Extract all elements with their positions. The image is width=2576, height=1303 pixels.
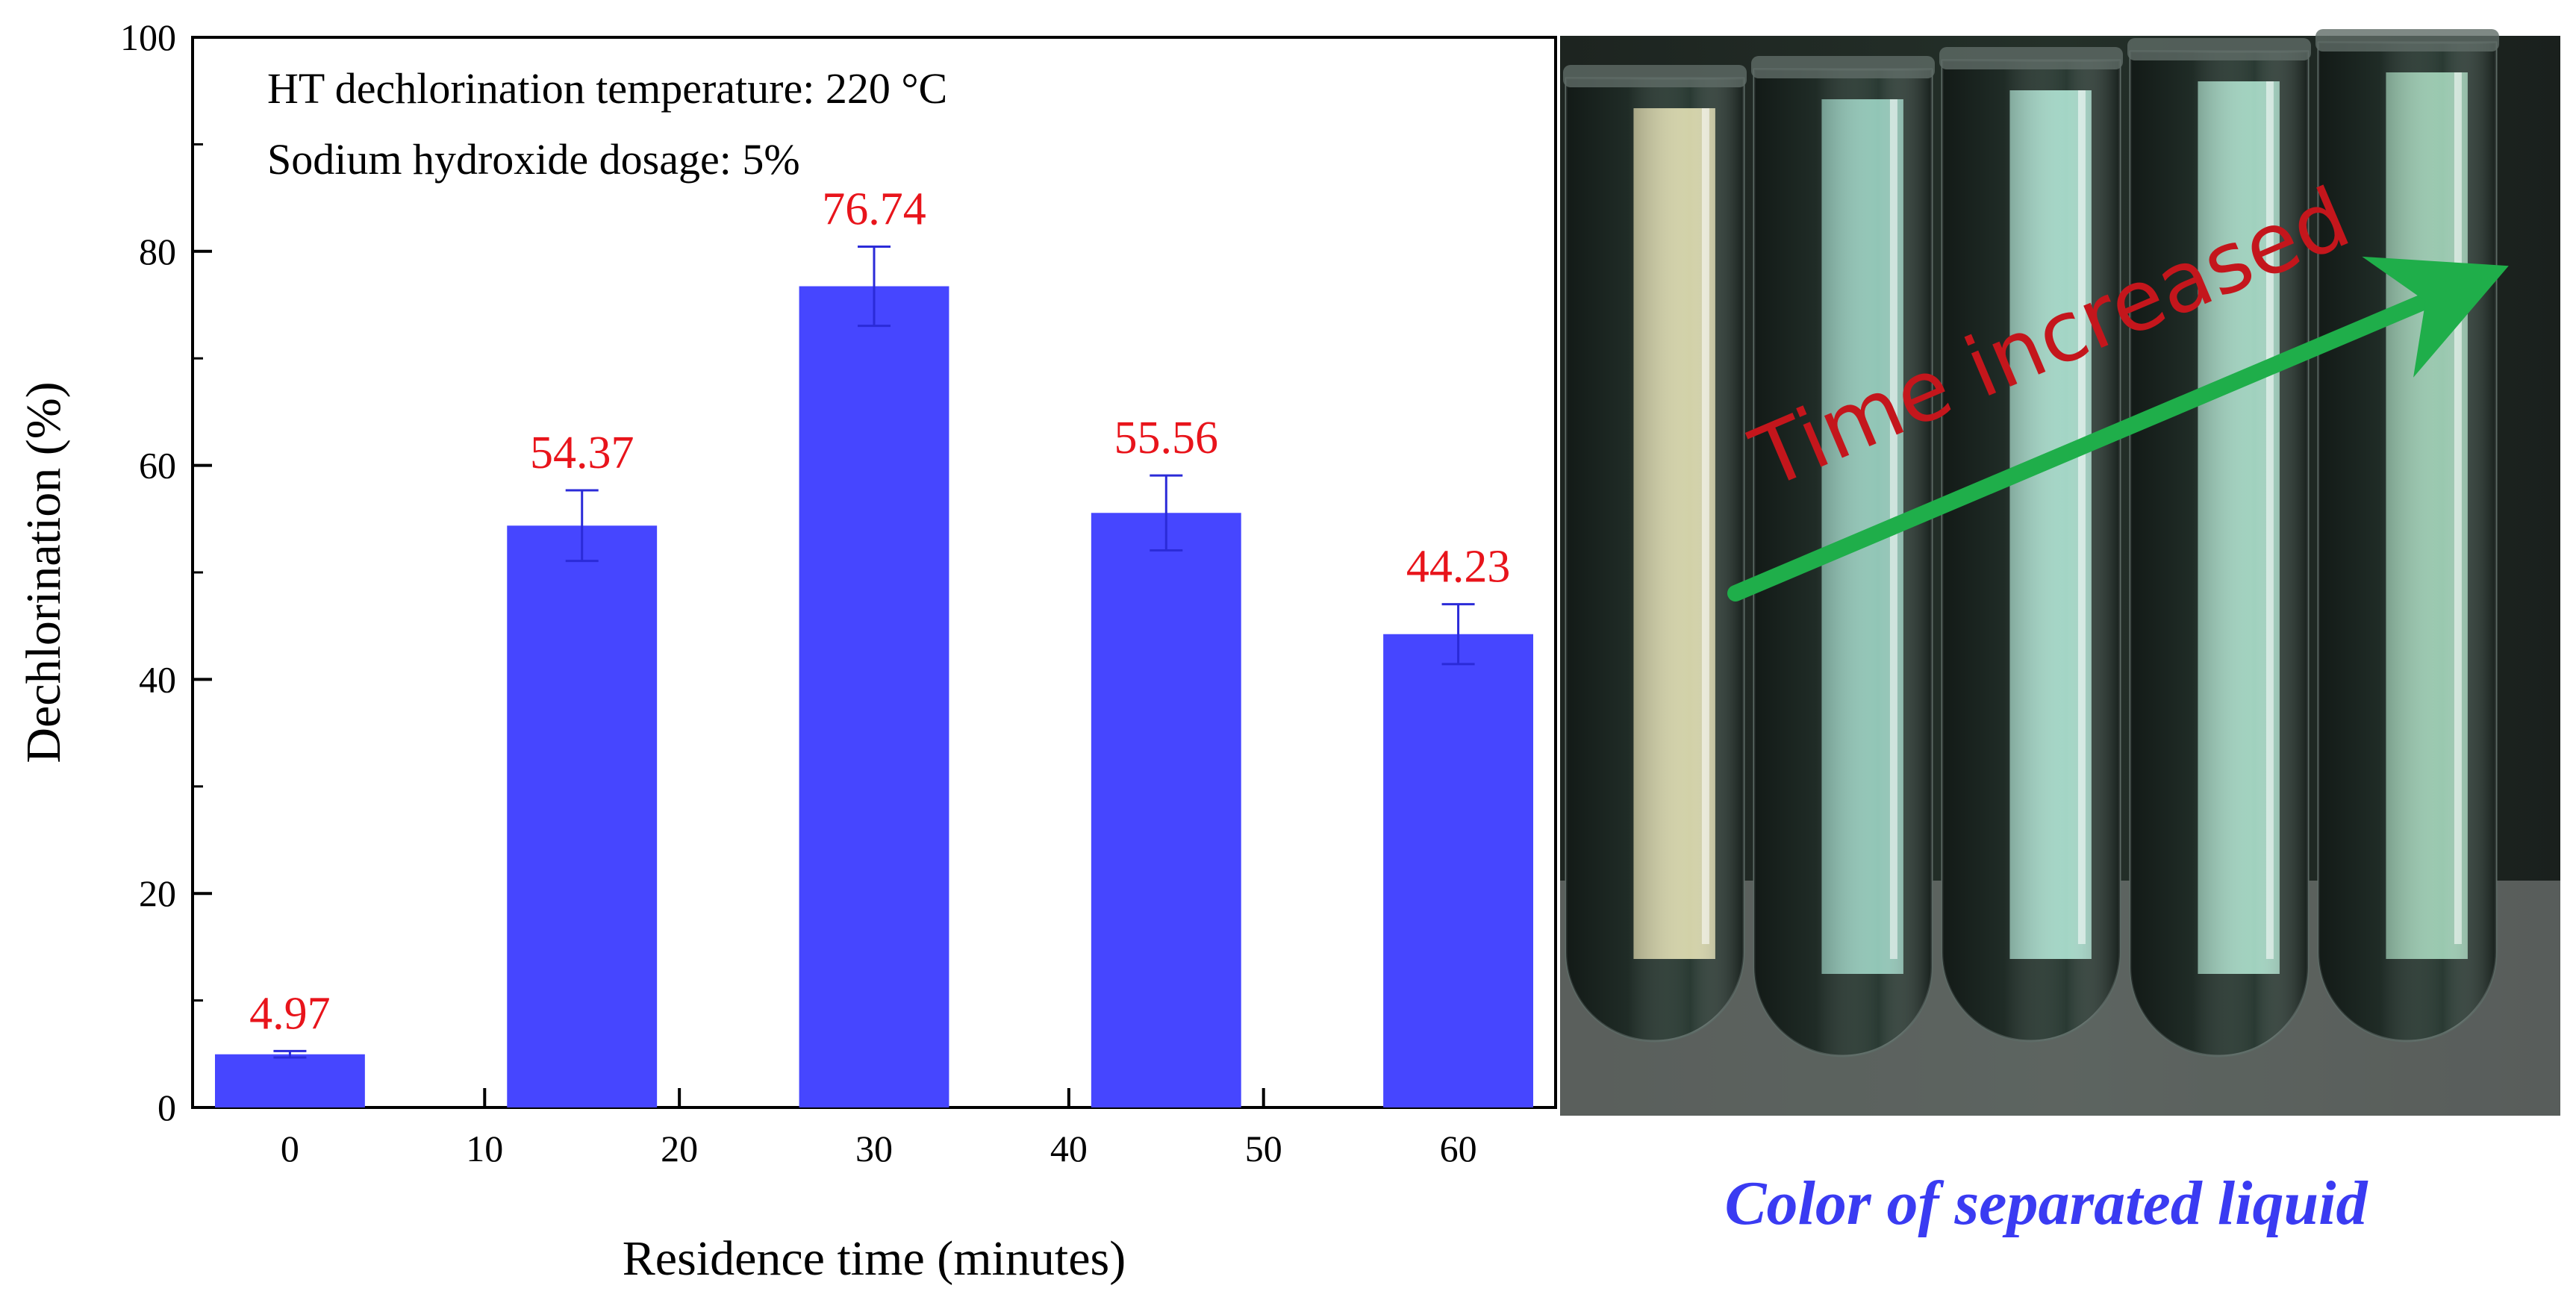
y-tick-label: 60 xyxy=(139,445,176,487)
bar xyxy=(1383,634,1534,1107)
bar xyxy=(799,286,949,1108)
data-labels: 4.97 54.37 76.74 55.56 44.23 xyxy=(249,184,1510,1039)
bar xyxy=(214,1054,365,1107)
y-tick-label: 20 xyxy=(139,872,176,914)
y-axis-ticks: 0 20 40 60 80 100 xyxy=(120,16,212,1128)
bar-chart: 0 20 40 60 80 100 0 10 20 30 40 50 60 4.97 54.37 76.7… xyxy=(16,16,1557,1286)
photo-caption: Color of separated liquid xyxy=(1724,1169,2368,1238)
bar xyxy=(1091,513,1241,1107)
x-tick-label: 50 xyxy=(1245,1128,1282,1169)
test-tube xyxy=(2127,38,2311,1057)
y-tick-label: 80 xyxy=(139,231,176,272)
y-tick-label: 40 xyxy=(139,658,176,700)
x-tick-label: 0 xyxy=(281,1128,299,1169)
test-tube-photo: Time increased Color of separated liquid xyxy=(1560,29,2560,1238)
test-tube xyxy=(1563,65,1747,1043)
bars xyxy=(214,286,1534,1108)
y-tick-label: 100 xyxy=(120,16,176,58)
x-axis-title: Residence time (minutes) xyxy=(623,1231,1126,1286)
x-tick-label: 60 xyxy=(1440,1128,1477,1169)
data-label: 76.74 xyxy=(822,184,926,234)
test-tubes xyxy=(1563,29,2499,1057)
test-tube xyxy=(2315,29,2499,1043)
x-tick-label: 40 xyxy=(1050,1128,1088,1169)
x-tick-label: 20 xyxy=(661,1128,698,1169)
annotation-dosage: Sodium hydroxide dosage: 5% xyxy=(267,135,800,184)
data-label: 4.97 xyxy=(249,988,331,1039)
annotation-temperature: HT dechlorination temperature: 220 °C xyxy=(267,64,947,113)
bar xyxy=(507,525,658,1107)
x-tick-label: 10 xyxy=(466,1128,503,1169)
test-tube xyxy=(1939,47,2123,1043)
data-label: 54.37 xyxy=(530,428,634,478)
time-arrow xyxy=(1727,256,2509,601)
y-axis-title: Dechlorination (%) xyxy=(16,381,71,763)
error-bars xyxy=(273,245,1475,1059)
y-tick-label: 0 xyxy=(158,1087,176,1128)
data-label: 44.23 xyxy=(1406,542,1511,593)
x-tick-label: 30 xyxy=(855,1128,893,1169)
data-label: 55.56 xyxy=(1114,413,1219,463)
